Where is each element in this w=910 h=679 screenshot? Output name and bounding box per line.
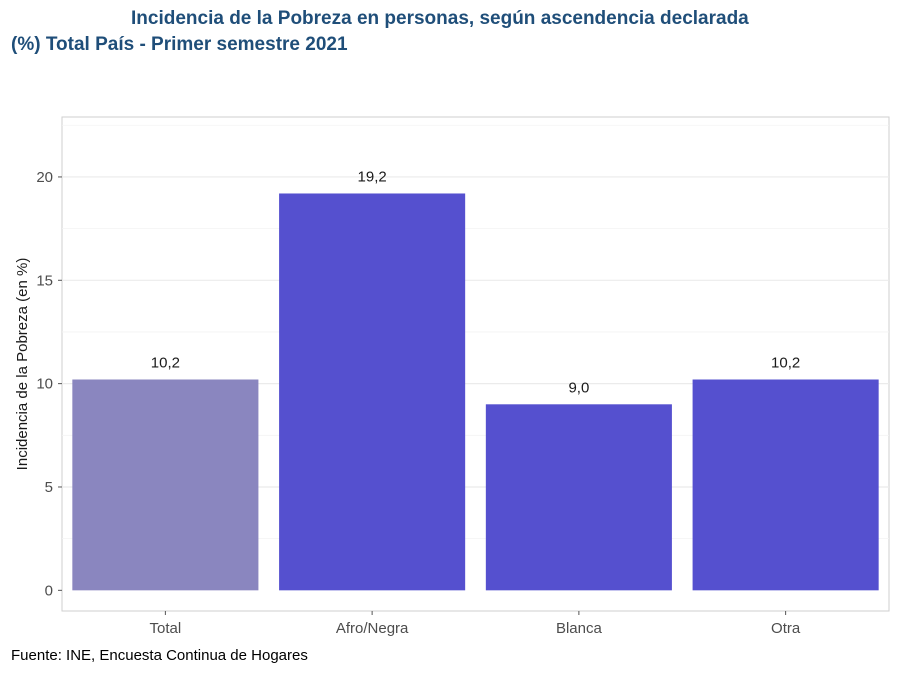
bar <box>279 193 466 591</box>
bar-value-labels: 10,2 19,2 9,0 10,2 <box>151 168 800 396</box>
y-tick-label: 15 <box>36 272 53 289</box>
source-note: Fuente: INE, Encuesta Continua de Hogare… <box>11 647 308 664</box>
y-axis-title: Incidencia de la Pobreza (en %) <box>14 258 31 471</box>
y-tick-label: 0 <box>45 582 53 599</box>
bar <box>72 379 259 591</box>
y-tick-label: 10 <box>36 376 53 393</box>
chart-title: Incidencia de la Pobreza en personas, se… <box>0 6 910 58</box>
bar-value-label: 19,2 <box>358 168 387 185</box>
y-tick-label: 5 <box>45 479 53 496</box>
chart-title-line1: Incidencia de la Pobreza en personas, se… <box>131 8 749 29</box>
bar <box>692 379 879 591</box>
y-tick-label: 20 <box>36 169 53 186</box>
axes: 0 5 10 15 20 Total Afro/Negra Blanca Otra Inciden… <box>14 169 801 637</box>
x-tick-label: Afro/Negra <box>336 620 409 637</box>
bar-value-label: 9,0 <box>568 379 589 396</box>
bar-value-label: 10,2 <box>771 355 800 372</box>
x-tick-label: Otra <box>771 620 801 637</box>
x-tick-label: Total <box>150 620 182 637</box>
bar <box>485 404 672 591</box>
chart-title-line2: (%) Total País - Primer semestre 2021 <box>11 34 348 55</box>
bars <box>72 193 879 591</box>
x-tick-label: Blanca <box>556 620 603 637</box>
bar-value-label: 10,2 <box>151 355 180 372</box>
